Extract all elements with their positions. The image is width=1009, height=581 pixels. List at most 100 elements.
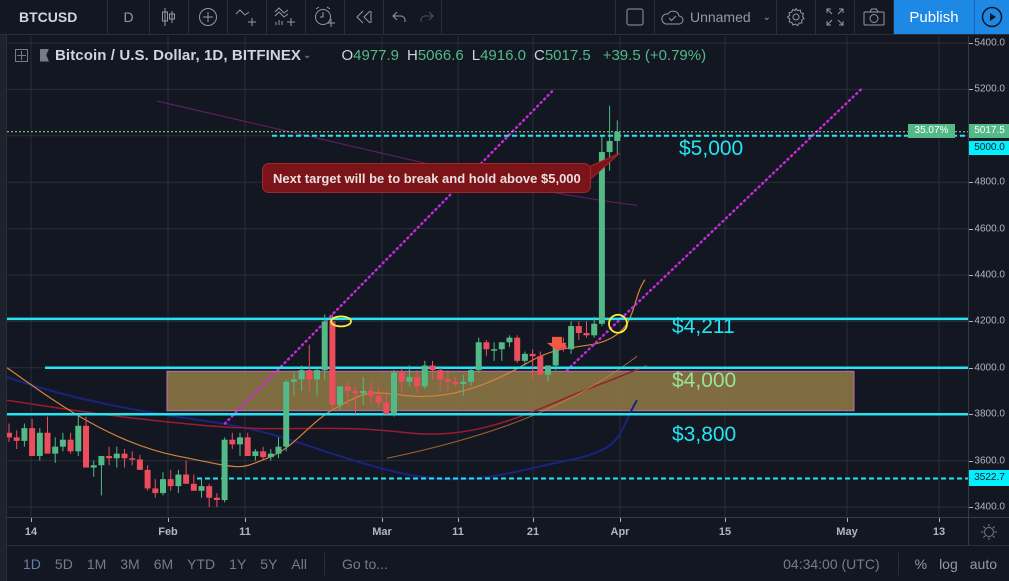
candle-body: [514, 337, 521, 361]
price-label: 4800.0: [974, 176, 1005, 188]
fullscreen-button[interactable]: [816, 0, 855, 34]
layout-button[interactable]: [616, 0, 655, 34]
candle-body: [244, 437, 251, 456]
utc-clock[interactable]: 04:34:00 (UTC): [783, 555, 880, 572]
candle-body: [59, 439, 66, 447]
candle-body: [7, 432, 12, 438]
templates-icon: [274, 7, 295, 26]
play-button[interactable]: [974, 0, 1009, 34]
publish-button[interactable]: Publish: [894, 0, 974, 34]
alert-icon: [315, 6, 335, 27]
callout-annotation[interactable]: Next target will be to break and hold ab…: [262, 163, 591, 193]
candle-body: [36, 432, 43, 456]
symbol-search-button[interactable]: BTCUSD: [0, 0, 108, 34]
range-5y-button[interactable]: 5Y: [260, 555, 278, 572]
candle-body: [352, 391, 359, 394]
chart-settings-corner[interactable]: [968, 517, 1009, 545]
time-label: 13: [932, 526, 946, 538]
open-key: O: [341, 46, 354, 64]
candle-body: [136, 459, 143, 470]
price-axis[interactable]: 35.07% 5017.5 5000.0 3522.7 5400.0 5200.0…: [908, 36, 1009, 517]
left-drawing-toolbar-edge[interactable]: [0, 35, 7, 581]
time-label: 11: [239, 526, 251, 538]
candle-body: [306, 370, 313, 380]
compare-button[interactable]: [189, 0, 228, 34]
settings-button[interactable]: [777, 0, 816, 34]
interval-button[interactable]: D: [108, 0, 150, 34]
candle-body: [29, 428, 36, 456]
range-5d-button[interactable]: 5D: [54, 555, 73, 572]
save-layout-button[interactable]: Unnamed ⌄: [655, 0, 777, 34]
candle-body: [175, 474, 182, 487]
range-ytd-button[interactable]: YTD: [187, 555, 216, 572]
candle-body: [506, 337, 513, 343]
cloud-saved-icon: [661, 10, 684, 25]
level-badge-3522: 3522.7: [969, 470, 1009, 486]
chart-pane[interactable]: [7, 36, 968, 517]
candle-body: [552, 344, 559, 366]
high-key: H: [407, 46, 418, 64]
time-axis[interactable]: 14 Feb 11 Mar 11 21 Apr 15 May 13: [7, 517, 968, 545]
range-6m-button[interactable]: 6M: [153, 555, 174, 572]
candle-body: [606, 140, 613, 153]
price-tick: [969, 460, 973, 462]
templates-button[interactable]: [267, 0, 306, 34]
goto-date-button[interactable]: Go to...: [341, 555, 388, 572]
candle-body: [44, 432, 51, 454]
replay-button[interactable]: [345, 0, 384, 34]
auto-scale-toggle[interactable]: auto: [969, 555, 997, 572]
candle-body: [391, 372, 397, 415]
candle-body: [475, 342, 482, 371]
candle-body: [237, 437, 243, 445]
current-price-badge: 5017.5: [969, 124, 1009, 138]
low-value: 4916.0: [480, 46, 526, 64]
candle-body: [360, 391, 367, 394]
range-1y-button[interactable]: 1Y: [229, 555, 247, 572]
log-scale-toggle[interactable]: log: [939, 555, 958, 572]
expand-legend-icon[interactable]: [15, 48, 28, 62]
time-tick: [382, 518, 383, 522]
symbol-title[interactable]: Bitcoin / U.S. Dollar, 1D, BITFINEX: [55, 46, 302, 64]
time-label: 14: [24, 526, 38, 538]
candle-body: [452, 381, 459, 385]
toolbar-spacer: [442, 0, 616, 34]
indicators-button[interactable]: [228, 0, 267, 34]
alert-button[interactable]: [306, 0, 345, 34]
range-1m-button[interactable]: 1M: [86, 555, 107, 572]
percent-scale-toggle[interactable]: %: [914, 555, 928, 572]
chevron-down-icon[interactable]: ⌄: [303, 49, 312, 61]
candle-body: [337, 386, 344, 405]
candle-body: [129, 458, 136, 460]
candle-body: [275, 446, 282, 454]
candle-body: [213, 497, 220, 501]
candle-body: [329, 321, 336, 405]
candle-body: [529, 353, 536, 357]
candle-body: [414, 377, 421, 387]
open-value: 4977.9: [353, 46, 399, 64]
time-tick: [939, 518, 940, 522]
price-label: 4600.0: [974, 223, 1005, 235]
candle-body: [537, 356, 544, 375]
price-label: 4400.0: [974, 269, 1005, 281]
time-label: 11: [452, 526, 464, 538]
undo-button[interactable]: [384, 0, 413, 34]
range-all-button[interactable]: All: [291, 555, 307, 572]
redo-button[interactable]: [413, 0, 442, 34]
close-value: 5017.5: [544, 46, 591, 64]
sun-icon: [981, 523, 997, 540]
ma-orange-2-line: [386, 355, 638, 459]
candle-body: [321, 321, 328, 371]
callout-text: Next target will be to break and hold ab…: [273, 170, 581, 186]
top-toolbar: BTCUSD D Unnamed: [0, 0, 1009, 35]
time-tick: [620, 518, 621, 522]
chart-style-button[interactable]: [150, 0, 189, 34]
range-1d-button[interactable]: 1D: [23, 555, 41, 572]
symbol-flag-icon: [40, 48, 49, 62]
snapshot-button[interactable]: [855, 0, 894, 34]
candle-body: [375, 395, 382, 403]
candle-body: [429, 365, 436, 371]
high-value: 5066.6: [417, 46, 464, 64]
candle-body: [98, 455, 105, 466]
range-3m-button[interactable]: 3M: [120, 555, 140, 572]
price-label: 5200.0: [974, 83, 1005, 95]
